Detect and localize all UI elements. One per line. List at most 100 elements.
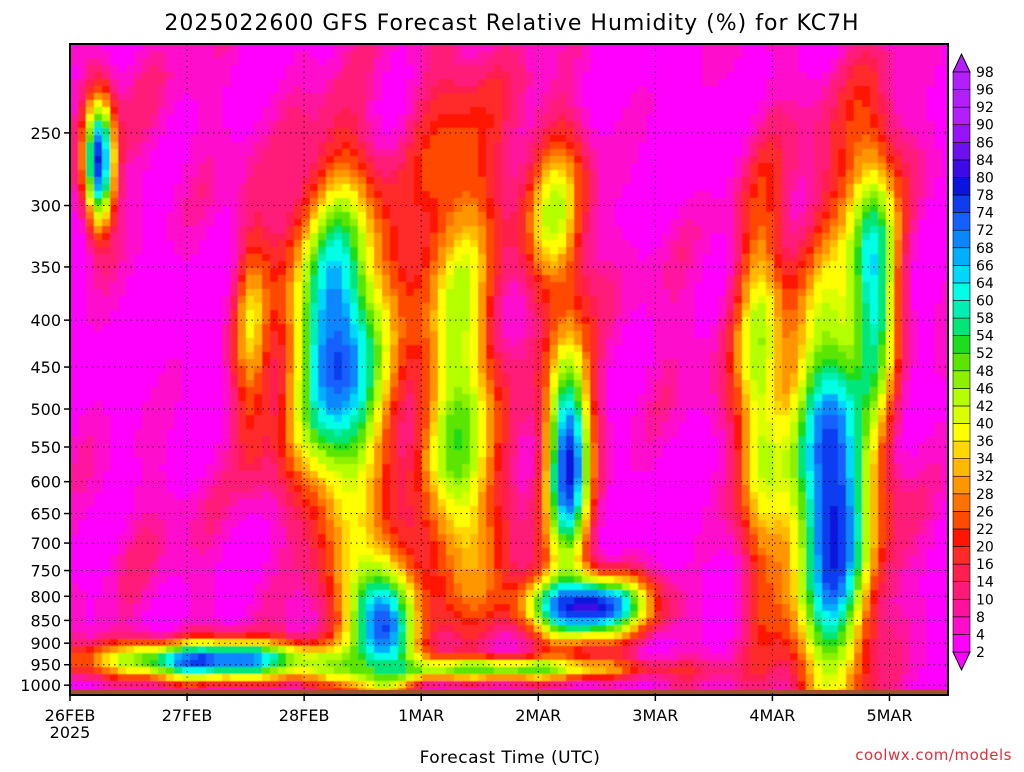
heatmap-cell	[838, 408, 847, 416]
heatmap-cell	[390, 366, 399, 374]
heatmap-cell	[446, 282, 455, 290]
heatmap-cell	[414, 422, 423, 430]
heatmap-cell	[334, 275, 343, 283]
heatmap-cell	[422, 415, 431, 423]
heatmap-cell	[518, 163, 527, 171]
heatmap-cell	[302, 121, 311, 129]
heatmap-cell	[878, 345, 887, 353]
heatmap-cell	[470, 170, 479, 178]
heatmap-cell	[230, 163, 239, 171]
heatmap-cell	[790, 51, 799, 59]
heatmap-cell	[470, 142, 479, 150]
heatmap-cell	[566, 163, 575, 171]
heatmap-cell	[486, 345, 495, 353]
heatmap-cell	[878, 443, 887, 451]
heatmap-cell	[470, 184, 479, 192]
heatmap-cell	[190, 226, 199, 234]
heatmap-cell	[830, 107, 839, 115]
heatmap-cell	[878, 51, 887, 59]
heatmap-cell	[390, 226, 399, 234]
heatmap-cell	[374, 436, 383, 444]
heatmap-cell	[878, 205, 887, 213]
heatmap-cell	[78, 107, 87, 115]
heatmap-cell	[446, 191, 455, 199]
heatmap-cell	[910, 310, 919, 318]
heatmap-cell	[830, 198, 839, 206]
heatmap-cell	[374, 345, 383, 353]
heatmap-cell	[542, 401, 551, 409]
heatmap-cell	[454, 226, 463, 234]
heatmap-cell	[510, 177, 519, 185]
heatmap-cell	[502, 149, 511, 157]
heatmap-cell	[110, 247, 119, 255]
heatmap-cell	[566, 191, 575, 199]
heatmap-cell	[838, 156, 847, 164]
heatmap-cell	[470, 359, 479, 367]
heatmap-cell	[398, 149, 407, 157]
heatmap-cell	[646, 296, 655, 304]
heatmap-cell	[670, 310, 679, 318]
heatmap-cell	[502, 142, 511, 150]
heatmap-cell	[366, 219, 375, 227]
heatmap-cell	[454, 135, 463, 143]
heatmap-cell	[894, 233, 903, 241]
heatmap-cell	[662, 338, 671, 346]
heatmap-cell	[238, 387, 247, 395]
heatmap-cell	[606, 205, 615, 213]
heatmap-cell	[470, 149, 479, 157]
heatmap-cell	[526, 289, 535, 297]
heatmap-cell	[454, 184, 463, 192]
heatmap-cell	[326, 170, 335, 178]
heatmap-cell	[486, 324, 495, 332]
heatmap-cell	[70, 114, 79, 122]
heatmap-cell	[534, 65, 543, 73]
heatmap-cell	[822, 93, 831, 101]
heatmap-cell	[366, 352, 375, 360]
heatmap-cell	[838, 317, 847, 325]
heatmap-cell	[774, 415, 783, 423]
heatmap-cell	[278, 121, 287, 129]
heatmap-cell	[822, 198, 831, 206]
heatmap-cell	[774, 72, 783, 80]
heatmap-cell	[230, 408, 239, 416]
heatmap-cell	[414, 79, 423, 87]
heatmap-cell	[878, 184, 887, 192]
heatmap-cell	[518, 65, 527, 73]
heatmap-cell	[438, 163, 447, 171]
heatmap-cell	[254, 254, 263, 262]
heatmap-cell	[86, 226, 95, 234]
heatmap-cell	[558, 324, 567, 332]
heatmap-cell	[462, 156, 471, 164]
heatmap-cell	[486, 198, 495, 206]
heatmap-cell	[654, 338, 663, 346]
heatmap-cell	[446, 359, 455, 367]
heatmap-cell	[590, 394, 599, 402]
heatmap-cell	[78, 100, 87, 108]
heatmap-cell	[590, 317, 599, 325]
heatmap-cell	[382, 338, 391, 346]
heatmap-cell	[894, 44, 903, 52]
heatmap-cell	[334, 282, 343, 290]
heatmap-cell	[318, 100, 327, 108]
heatmap-cell	[846, 65, 855, 73]
heatmap-cell	[278, 247, 287, 255]
heatmap-cell	[630, 261, 639, 269]
heatmap-cell	[270, 93, 279, 101]
heatmap-cell	[894, 331, 903, 339]
heatmap-cell	[310, 233, 319, 241]
heatmap-cell	[774, 345, 783, 353]
heatmap-cell	[502, 387, 511, 395]
heatmap-cell	[502, 86, 511, 94]
heatmap-cell	[846, 226, 855, 234]
heatmap-cell	[574, 226, 583, 234]
heatmap-cell	[438, 387, 447, 395]
heatmap-cell	[406, 422, 415, 430]
heatmap-cell	[886, 387, 895, 395]
heatmap-cell	[406, 219, 415, 227]
heatmap-cell	[478, 247, 487, 255]
heatmap-cell	[318, 282, 327, 290]
heatmap-cell	[574, 72, 583, 80]
heatmap-cell	[822, 352, 831, 360]
heatmap-cell	[758, 289, 767, 297]
heatmap-cell	[438, 114, 447, 122]
